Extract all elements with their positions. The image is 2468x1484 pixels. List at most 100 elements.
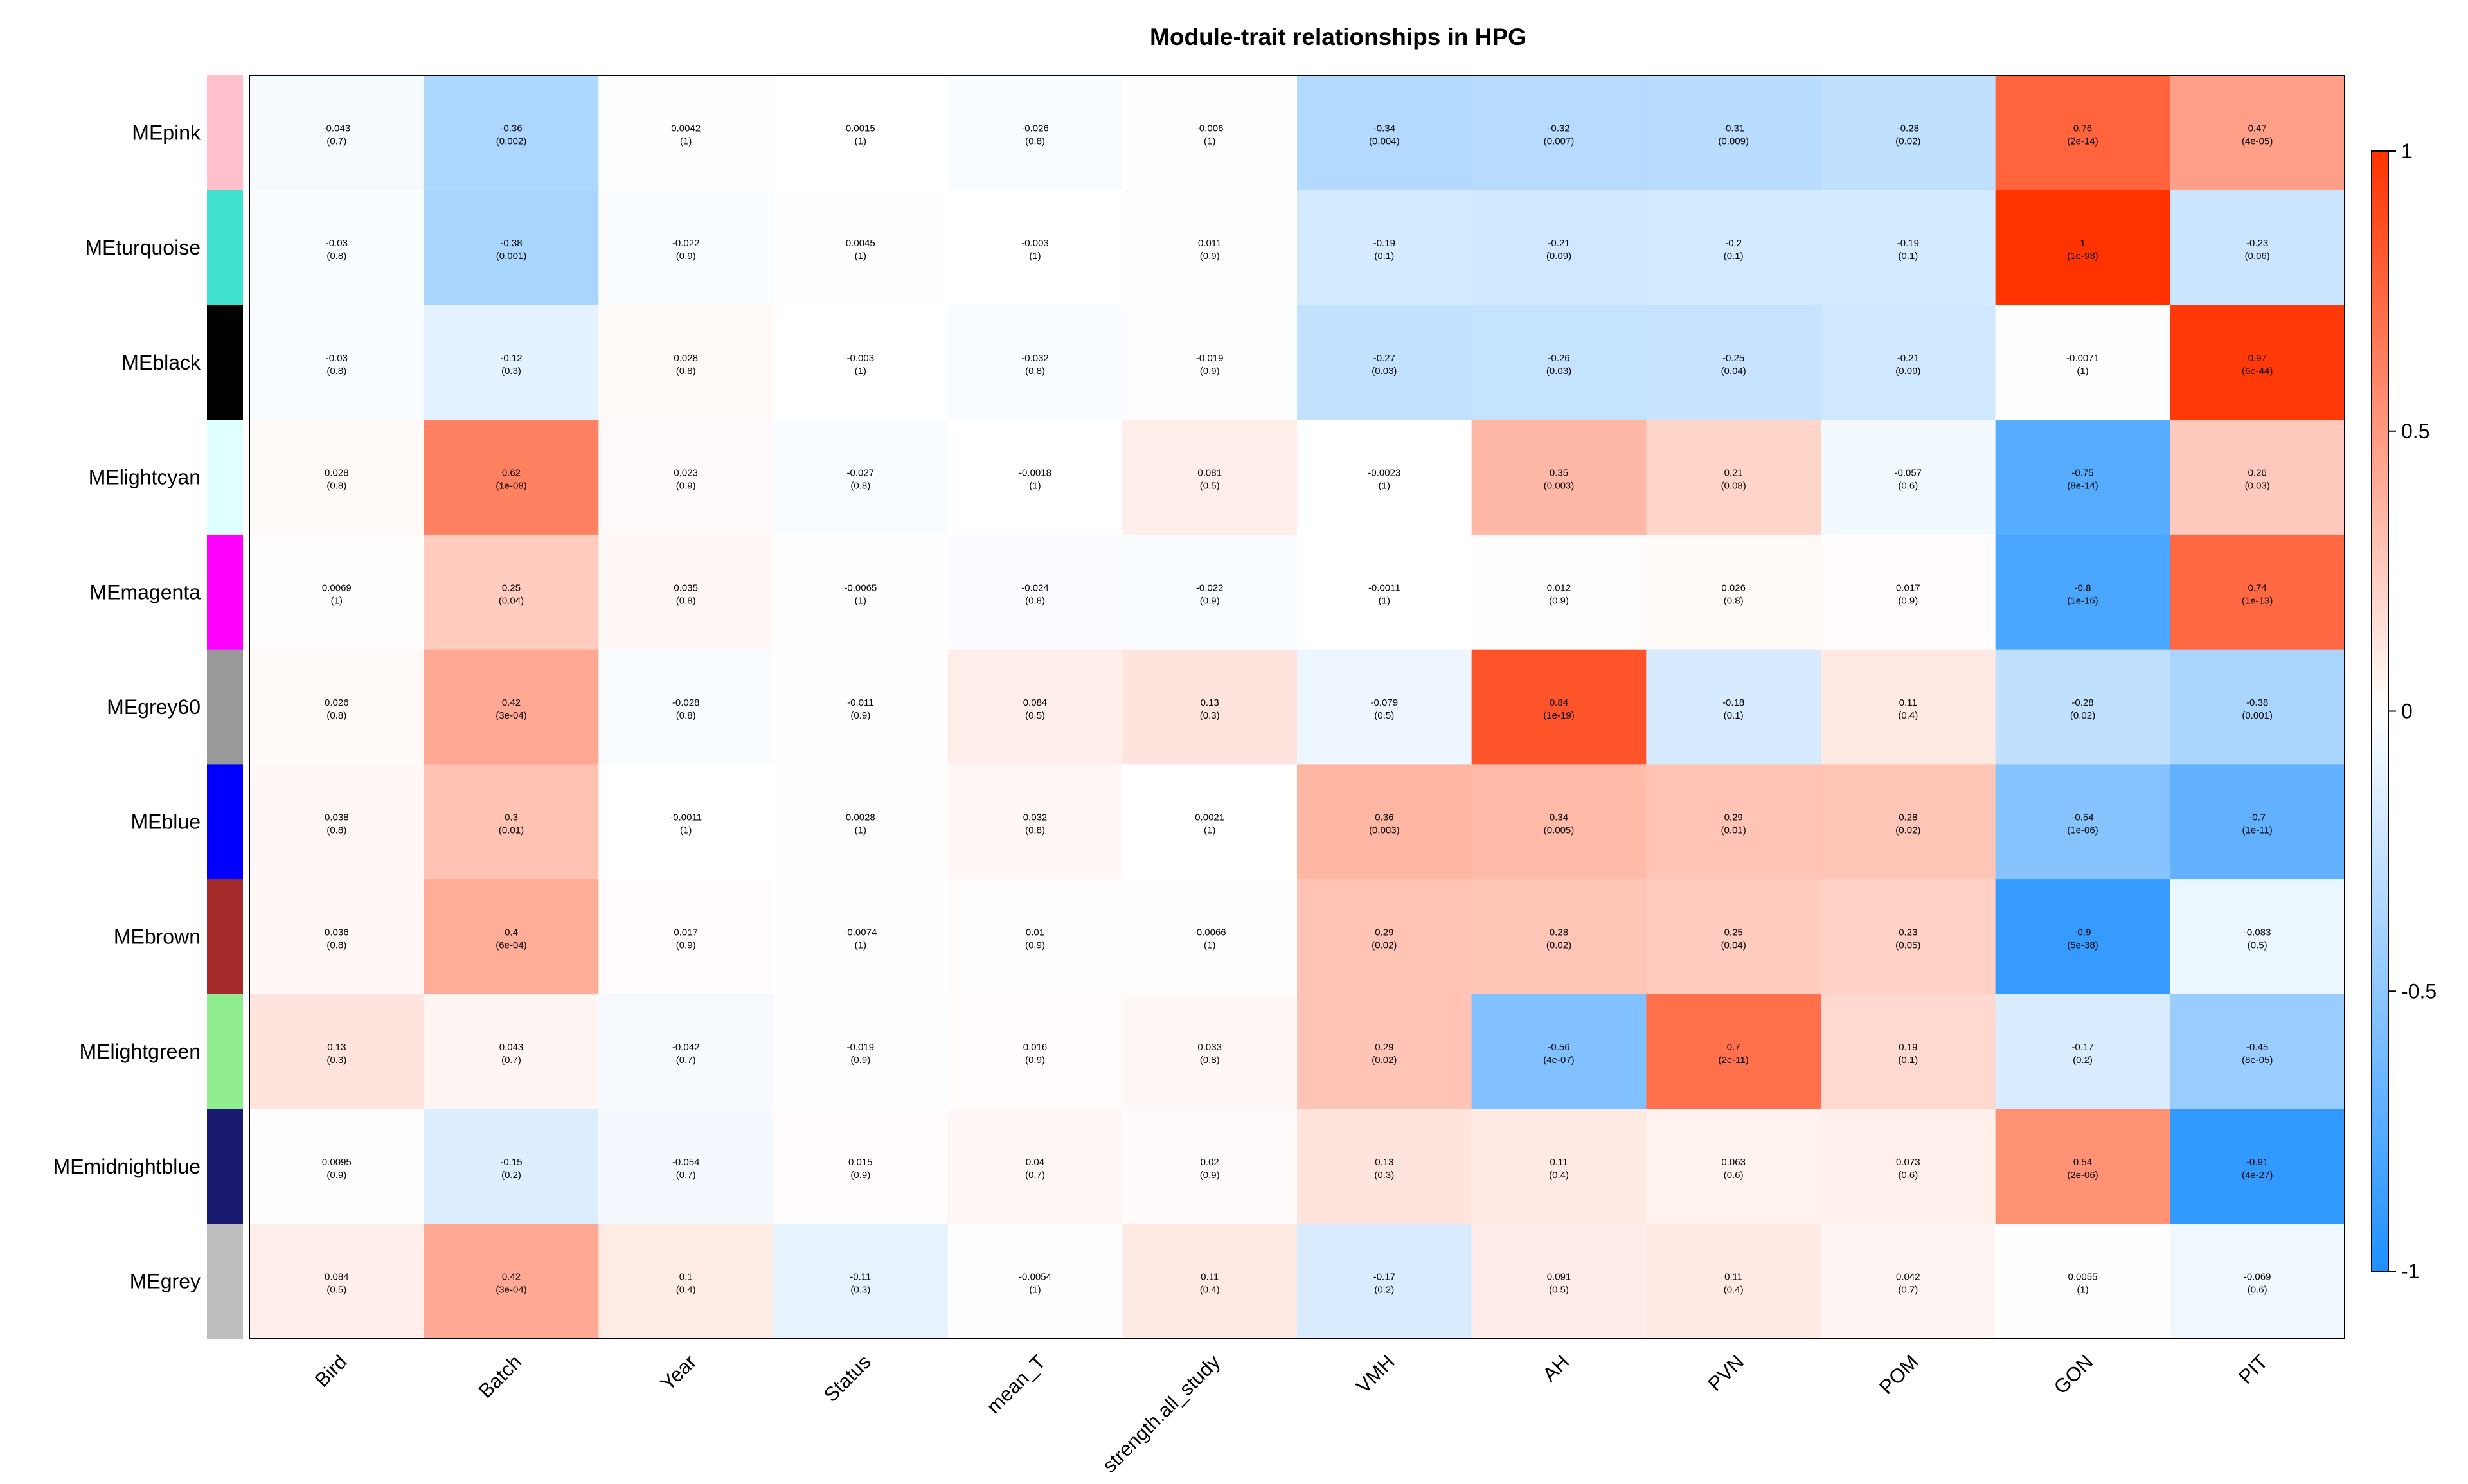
cell-value-label: -0.0018 bbox=[1019, 468, 1051, 479]
heatmap-cell bbox=[1122, 1109, 1298, 1224]
row-color-bar-MEturquoise bbox=[207, 190, 243, 305]
row-label: MEpink bbox=[132, 121, 201, 144]
column-label: AH bbox=[1538, 1350, 1573, 1386]
cell-pvalue-label: (0.8) bbox=[1200, 1055, 1220, 1066]
heatmap-cell bbox=[773, 879, 949, 995]
cell-value-label: -0.91 bbox=[2246, 1157, 2268, 1168]
cell-pvalue-label: (0.8) bbox=[326, 366, 346, 377]
cell-value-label: -0.56 bbox=[1548, 1042, 1569, 1053]
heatmap-cell bbox=[947, 420, 1123, 535]
cell-pvalue-label: (0.9) bbox=[850, 1055, 870, 1066]
cell-value-label: 0.29 bbox=[1375, 1042, 1393, 1053]
heatmap-cell bbox=[1297, 190, 1472, 305]
heatmap-cell bbox=[773, 649, 949, 765]
cell-pvalue-label: (0.7) bbox=[1025, 1170, 1045, 1181]
cell-value-label: 0.0028 bbox=[846, 812, 875, 823]
cell-pvalue-label: (0.03) bbox=[2245, 481, 2270, 492]
cell-pvalue-label: (2e-11) bbox=[1719, 1055, 1749, 1066]
heatmap-cell bbox=[1471, 1224, 1647, 1339]
heatmap-cell bbox=[1995, 420, 2170, 535]
cell-pvalue-label: (0.009) bbox=[1718, 136, 1749, 147]
cell-pvalue-label: (0.9) bbox=[850, 710, 870, 721]
cell-value-label: -0.38 bbox=[500, 238, 522, 249]
cell-pvalue-label: (1e-16) bbox=[2067, 595, 2098, 606]
cell-pvalue-label: (1e-06) bbox=[2067, 825, 2098, 836]
heatmap-cell bbox=[249, 994, 425, 1110]
cell-pvalue-label: (1e-11) bbox=[2242, 825, 2273, 836]
row-color-bar-MEbrown bbox=[207, 879, 243, 995]
cell-pvalue-label: (0.4) bbox=[1200, 1285, 1220, 1296]
cell-pvalue-label: (1) bbox=[1204, 136, 1215, 147]
cell-pvalue-label: (0.8) bbox=[1025, 366, 1045, 377]
cell-pvalue-label: (0.8) bbox=[326, 481, 346, 492]
cell-value-label: 0.19 bbox=[1899, 1042, 1917, 1053]
cell-value-label: -0.026 bbox=[1021, 123, 1049, 134]
cell-pvalue-label: (0.02) bbox=[1372, 940, 1397, 951]
cell-value-label: 0.0045 bbox=[846, 238, 875, 249]
heatmap-cell bbox=[947, 764, 1123, 880]
heatmap-cell bbox=[1995, 1109, 2170, 1224]
cell-value-label: -0.0065 bbox=[844, 582, 877, 593]
cell-value-label: -0.2 bbox=[1725, 238, 1742, 249]
cell-value-label: 0.026 bbox=[325, 697, 349, 708]
cell-value-label: -0.27 bbox=[1373, 353, 1395, 364]
heatmap-cell bbox=[1646, 764, 1821, 880]
heatmap-cell bbox=[1821, 764, 1996, 880]
cell-pvalue-label: (0.8) bbox=[676, 366, 696, 377]
cell-value-label: -0.0054 bbox=[1019, 1272, 1051, 1283]
cell-pvalue-label: (3e-04) bbox=[496, 1285, 526, 1296]
column-label: Year bbox=[656, 1350, 701, 1395]
cell-value-label: 0.028 bbox=[325, 468, 349, 479]
heatmap-cell bbox=[1471, 994, 1647, 1110]
cell-pvalue-label: (1) bbox=[855, 366, 866, 377]
heatmap-cell bbox=[1297, 305, 1472, 420]
row-color-bar-MEblue bbox=[207, 764, 243, 880]
heatmap-cell bbox=[1297, 994, 1472, 1110]
cell-pvalue-label: (0.06) bbox=[2245, 251, 2270, 262]
cell-value-label: -0.38 bbox=[2246, 697, 2268, 708]
cell-pvalue-label: (1) bbox=[1204, 940, 1215, 951]
cell-labels: -0.043 (0.7) -0.36 (0.002) 0.0042 (1) 0.0015 (1… bbox=[322, 123, 2273, 1295]
cell-pvalue-label: (1) bbox=[855, 595, 866, 606]
row-label: MEbrown bbox=[114, 925, 201, 948]
cell-pvalue-label: (4e-05) bbox=[2242, 136, 2273, 147]
cell-value-label: -0.006 bbox=[1196, 123, 1224, 134]
cell-pvalue-label: (0.5) bbox=[2248, 940, 2267, 951]
cell-pvalue-label: (0.5) bbox=[1025, 710, 1045, 721]
cell-pvalue-label: (0.03) bbox=[1372, 366, 1397, 377]
cell-pvalue-label: (1) bbox=[1029, 481, 1041, 492]
cell-value-label: 0.084 bbox=[325, 1272, 349, 1283]
row-labels: MEpink MEturquoise MEblack MElightcyan MEmag… bbox=[53, 121, 201, 1292]
cell-pvalue-label: (1) bbox=[2077, 366, 2088, 377]
cell-value-label: -0.54 bbox=[2071, 812, 2093, 823]
cell-value-label: 0.29 bbox=[1724, 812, 1743, 823]
cell-pvalue-label: (0.4) bbox=[1724, 1285, 1744, 1296]
column-label: Status bbox=[819, 1350, 875, 1406]
heatmap-cell bbox=[249, 75, 425, 191]
column-label: Bird bbox=[310, 1350, 352, 1391]
cell-value-label: -0.7 bbox=[2249, 812, 2266, 823]
heatmap-cell bbox=[1297, 420, 1472, 535]
cell-pvalue-label: (0.6) bbox=[1898, 481, 1918, 492]
heatmap-cell bbox=[2170, 534, 2345, 650]
heatmap-cell bbox=[773, 764, 949, 880]
cell-value-label: 0.043 bbox=[499, 1042, 524, 1053]
cell-pvalue-label: (0.7) bbox=[501, 1055, 521, 1066]
cell-pvalue-label: (8e-14) bbox=[2067, 481, 2098, 492]
cell-value-label: 0.76 bbox=[2073, 123, 2092, 134]
heatmap-cell bbox=[249, 305, 425, 420]
cell-value-label: 0.042 bbox=[1896, 1272, 1920, 1283]
heatmap-cell bbox=[1297, 1224, 1472, 1339]
cell-pvalue-label: (1) bbox=[331, 595, 343, 606]
cell-value-label: -0.0011 bbox=[670, 812, 702, 823]
cell-value-label: -0.024 bbox=[1021, 582, 1049, 593]
cell-pvalue-label: (0.1) bbox=[1898, 1055, 1918, 1066]
heatmap-cell bbox=[773, 420, 949, 535]
color-scale-bar bbox=[2371, 150, 2389, 1272]
cell-pvalue-label: (0.04) bbox=[1721, 940, 1746, 951]
cell-pvalue-label: (0.2) bbox=[1374, 1285, 1394, 1296]
color-scale-legend: 1 0.5 0 -0.5 -1 bbox=[2371, 139, 2437, 1283]
heatmap-cell bbox=[1995, 879, 2170, 995]
cell-pvalue-label: (0.001) bbox=[496, 251, 527, 262]
heatmap-cell bbox=[947, 534, 1123, 650]
